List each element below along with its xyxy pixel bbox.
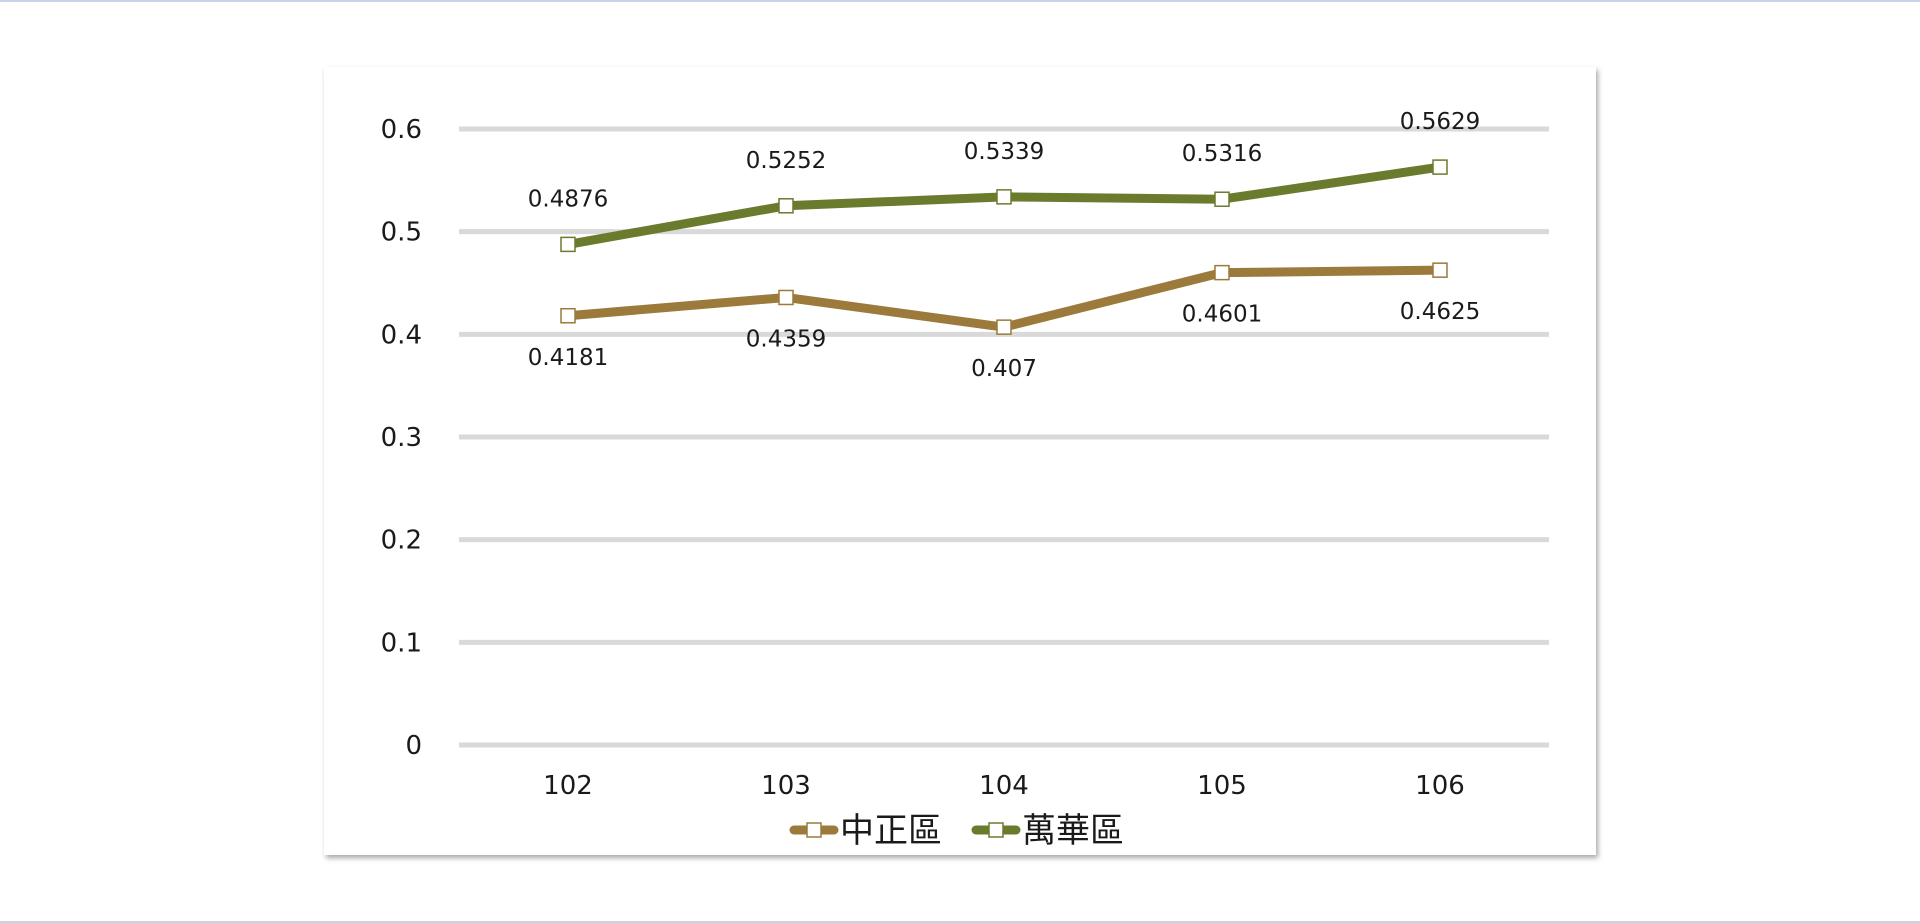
- y-tick-label: 0.3: [381, 423, 422, 453]
- data-label: 0.4181: [528, 345, 608, 371]
- data-point-marker: [778, 198, 794, 214]
- data-point-marker: [1214, 264, 1230, 281]
- gridlines: [459, 126, 1549, 748]
- x-tick-label: 104: [979, 771, 1029, 801]
- y-tick-label: 0.5: [381, 218, 422, 248]
- y-tick-label: 0.6: [381, 115, 422, 145]
- x-axis-tick-labels: 102 103 104 105 106: [543, 771, 1465, 801]
- data-label: 0.5629: [1400, 109, 1480, 135]
- data-label: 0.5252: [746, 148, 826, 174]
- data-label: 0.4625: [1400, 299, 1480, 325]
- chart-card: 0 0.1 0.2 0.3 0.4 0.5 0.6 102 103 104 105 106 0.41…: [324, 67, 1596, 855]
- data-point-marker: [1214, 191, 1230, 207]
- data-label: 0.407: [971, 356, 1037, 382]
- data-label: 0.4601: [1182, 302, 1262, 328]
- x-tick-label: 103: [761, 771, 811, 801]
- y-tick-label: 0.1: [381, 628, 422, 658]
- data-point-marker: [778, 289, 794, 306]
- data-label: 0.4359: [746, 326, 826, 352]
- legend-label: 萬華區: [1022, 811, 1124, 851]
- x-tick-label: 105: [1197, 771, 1247, 801]
- data-point-marker: [1432, 159, 1448, 175]
- series-markers: [560, 159, 1448, 335]
- data-point-marker: [560, 236, 576, 253]
- bottom-border: [0, 921, 1920, 923]
- x-tick-label: 106: [1415, 771, 1465, 801]
- y-tick-label: 0: [405, 731, 422, 761]
- y-axis-tick-labels: 0 0.1 0.2 0.3 0.4 0.5 0.6: [381, 115, 422, 761]
- legend-entry: 中正區: [789, 811, 942, 851]
- data-label: 0.5316: [1182, 141, 1262, 167]
- legend-label: 中正區: [840, 811, 942, 851]
- data-labels: 0.4181 0.4359 0.407 0.4601 0.4625 0.4876 0.525…: [528, 109, 1480, 382]
- series-line: [563, 265, 1445, 332]
- data-point-marker: [996, 319, 1012, 335]
- data-point-marker: [1432, 262, 1448, 278]
- data-point-marker: [996, 189, 1012, 205]
- legend-entry: 萬華區: [971, 811, 1124, 851]
- legend-swatch-marker: [806, 822, 822, 838]
- legend: 中正區 萬華區: [789, 811, 1124, 851]
- y-tick-label: 0.2: [381, 526, 422, 556]
- top-border: [0, 0, 1920, 2]
- legend-swatch-marker: [988, 822, 1004, 838]
- data-label: 0.4876: [528, 186, 608, 212]
- x-tick-label: 102: [543, 771, 593, 801]
- y-tick-label: 0.4: [381, 320, 422, 350]
- data-point-marker: [560, 308, 576, 324]
- line-chart: 0 0.1 0.2 0.3 0.4 0.5 0.6 102 103 104 105 106 0.41…: [381, 109, 1549, 851]
- data-label: 0.5339: [964, 139, 1044, 165]
